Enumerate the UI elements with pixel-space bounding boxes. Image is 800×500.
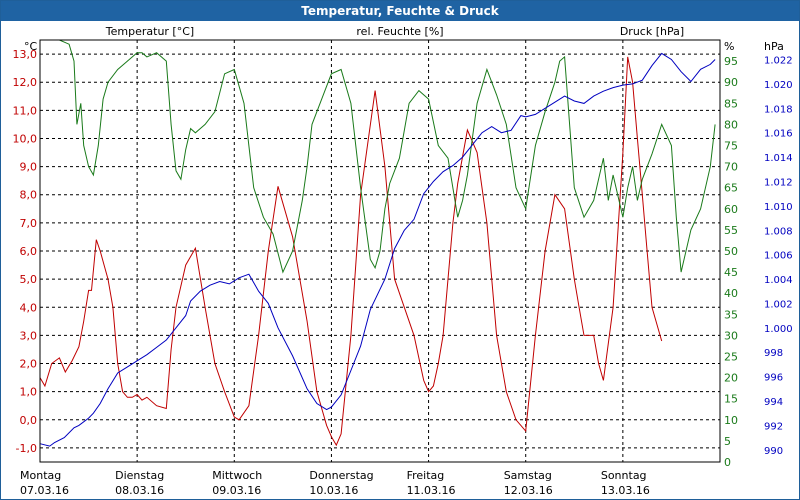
humidity-tick-label: 80 (724, 118, 738, 131)
temperature-tick-label: 11,0 (13, 104, 38, 117)
humidity-tick-label: 70 (724, 161, 738, 174)
x-day-label: Donnerstag (309, 469, 373, 482)
pressure-tick-label: 1.022 (764, 56, 793, 67)
humidity-tick-label: 60 (724, 203, 738, 216)
humidity-tick-label: 0 (724, 456, 731, 469)
temperature-tick-label: 7,0 (20, 217, 38, 230)
temperature-tick-label: 10,0 (13, 132, 38, 145)
x-date-label: 13.03.16 (601, 484, 650, 497)
temperature-tick-label: 2,0 (20, 358, 38, 371)
x-day-label: Freitag (407, 469, 445, 482)
x-date-label: 09.03.16 (212, 484, 261, 497)
x-date-label: 12.03.16 (504, 484, 553, 497)
pressure-tick-label: 1.012 (764, 177, 793, 188)
temperature-tick-label: 5,0 (20, 273, 38, 286)
humidity-tick-label: 45 (724, 266, 738, 279)
axes: -1,0 0,0 1,0 2,0 3,0 4,0 5,0 6,0 7,0 8,0 9,0 10,0 11… (13, 39, 793, 497)
temperature-tick-label: 4,0 (20, 301, 38, 314)
pressure-tick-label: 1.016 (764, 129, 793, 140)
pressure-tick-label: 996 (764, 373, 783, 384)
humidity-tick-label: 50 (724, 245, 738, 258)
humidity-tick-label: 55 (724, 224, 738, 237)
temperature-tick-label: -1,0 (16, 442, 37, 455)
temperature-tick-label: 1,0 (20, 386, 38, 399)
humidity-unit: % (724, 40, 734, 53)
temperature-tick-label: 9,0 (20, 161, 38, 174)
pressure-tick-label: 994 (764, 397, 783, 408)
humidity-tick-label: 65 (724, 182, 738, 195)
temperature-unit: °C (24, 40, 38, 53)
grid (40, 40, 720, 462)
x-day-label: Sonntag (601, 469, 647, 482)
temperature-tick-label: 8,0 (20, 189, 38, 202)
x-day-label: Samstag (504, 469, 552, 482)
temperature-line (39, 56, 663, 447)
humidity-tick-label: 5 (724, 435, 731, 448)
temperature-tick-label: 12,0 (13, 76, 38, 89)
pressure-unit: hPa (764, 40, 784, 53)
pressure-tick-label: 998 (764, 348, 783, 359)
humidity-tick-label: 10 (724, 414, 738, 427)
humidity-tick-label: 90 (724, 76, 738, 89)
humidity-tick-label: 85 (724, 97, 738, 110)
pressure-axis-label: Druck [hPa] (620, 25, 684, 38)
pressure-tick-label: 1.002 (764, 299, 793, 310)
pressure-tick-label: 1.014 (764, 153, 793, 164)
pressure-tick-label: 1.020 (764, 80, 793, 91)
temperature-tick-label: 6,0 (20, 245, 38, 258)
humidity-line (40, 39, 716, 274)
pressure-line (39, 52, 716, 447)
pressure-tick-label: 1.000 (764, 324, 793, 335)
x-date-label: 07.03.16 (20, 484, 69, 497)
humidity-tick-label: 35 (724, 308, 738, 321)
humidity-tick-label: 20 (724, 372, 738, 385)
temperature-axis-label: Temperatur [°C] (105, 25, 194, 38)
pressure-tick-label: 992 (764, 421, 783, 432)
pressure-tick-label: 990 (764, 446, 783, 457)
temperature-tick-label: 3,0 (20, 329, 38, 342)
plot-border (39, 39, 721, 463)
x-day-label: Dienstag (115, 469, 164, 482)
humidity-tick-label: 25 (724, 351, 738, 364)
humidity-tick-label: 15 (724, 393, 738, 406)
humidity-tick-label: 75 (724, 140, 738, 153)
temperature-tick-label: 13,0 (13, 48, 38, 61)
x-date-label: 10.03.16 (309, 484, 358, 497)
humidity-tick-label: 40 (724, 287, 738, 300)
plot-lines (39, 39, 716, 447)
x-date-label: 08.03.16 (115, 484, 164, 497)
pressure-tick-label: 1.008 (764, 226, 793, 237)
pressure-tick-label: 1.006 (764, 251, 793, 262)
chart-title: Temperatur, Feuchte & Druck (1, 1, 799, 21)
pressure-tick-label: 1.010 (764, 202, 793, 213)
humidity-axis-label: rel. Feuchte [%] (356, 25, 443, 38)
x-day-label: Montag (20, 469, 61, 482)
pressure-tick-label: 1.004 (764, 275, 793, 286)
x-date-label: 11.03.16 (407, 484, 456, 497)
humidity-tick-label: 95 (724, 55, 738, 68)
pressure-tick-label: 1.018 (764, 104, 793, 115)
x-day-label: Mittwoch (212, 469, 262, 482)
humidity-tick-label: 30 (724, 329, 738, 342)
temperature-tick-label: 0,0 (20, 414, 38, 427)
